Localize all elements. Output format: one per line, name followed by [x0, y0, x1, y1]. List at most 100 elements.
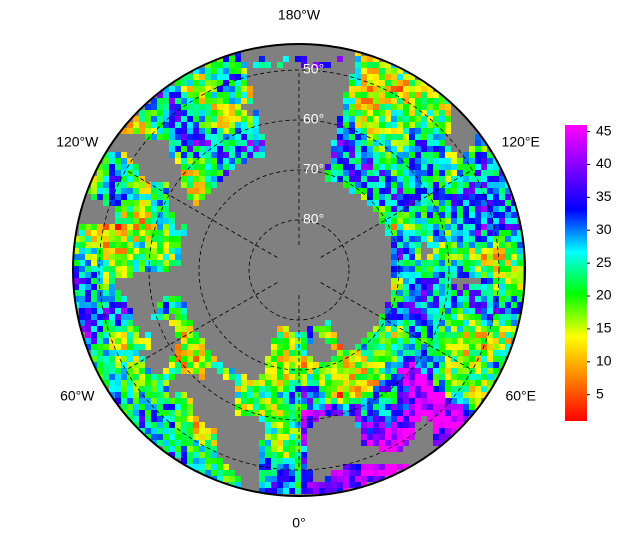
- pixel-cell: [139, 266, 145, 272]
- pixel-cell: [157, 404, 163, 410]
- pixel-cell: [511, 236, 517, 242]
- pixel-cell: [397, 122, 403, 128]
- pixel-cell: [325, 332, 331, 338]
- pixel-cell: [175, 320, 181, 326]
- pixel-cell: [85, 278, 91, 284]
- pixel-cell: [487, 194, 493, 200]
- pixel-cell: [229, 140, 235, 146]
- pixel-cell: [169, 428, 175, 434]
- pixel-cell: [409, 230, 415, 236]
- pixel-cell: [337, 170, 343, 176]
- pixel-cell: [463, 182, 469, 188]
- pixel-cell: [121, 218, 127, 224]
- pixel-cell: [223, 104, 229, 110]
- pixel-cell: [145, 338, 151, 344]
- pixel-cell: [385, 158, 391, 164]
- pixel-cell: [457, 422, 463, 428]
- pixel-cell: [133, 338, 139, 344]
- pixel-cell: [355, 422, 361, 428]
- pixel-cell: [481, 236, 487, 242]
- pixel-cell: [193, 440, 199, 446]
- pixel-cell: [331, 332, 337, 338]
- pixel-cell: [169, 236, 175, 242]
- parallel-label: 70°: [303, 161, 324, 177]
- pixel-cell: [349, 350, 355, 356]
- pixel-cell: [427, 320, 433, 326]
- pixel-cell: [211, 68, 217, 74]
- pixel-cell: [457, 296, 463, 302]
- pixel-cell: [445, 368, 451, 374]
- pixel-cell: [379, 74, 385, 80]
- pixel-cell: [139, 236, 145, 242]
- pixel-cell: [445, 320, 451, 326]
- pixel-cell: [199, 446, 205, 452]
- pixel-cell: [409, 134, 415, 140]
- pixel-cell: [385, 104, 391, 110]
- pixel-cell: [187, 80, 193, 86]
- pixel-cell: [283, 416, 289, 422]
- pixel-cell: [451, 320, 457, 326]
- pixel-cell: [361, 392, 367, 398]
- pixel-cell: [139, 338, 145, 344]
- pixel-cell: [133, 356, 139, 362]
- pixel-cell: [469, 158, 475, 164]
- pixel-cell: [73, 284, 79, 290]
- pixel-cell: [157, 386, 163, 392]
- pixel-cell: [301, 338, 307, 344]
- pixel-cell: [295, 416, 301, 422]
- pixel-cell: [457, 248, 463, 254]
- pixel-cell: [451, 164, 457, 170]
- pixel-cell: [403, 416, 409, 422]
- pixel-cell: [97, 224, 103, 230]
- pixel-cell: [373, 176, 379, 182]
- pixel-cell: [295, 434, 301, 440]
- pixel-cell: [451, 290, 457, 296]
- pixel-cell: [103, 182, 109, 188]
- pixel-cell: [331, 170, 337, 176]
- pixel-cell: [421, 356, 427, 362]
- pixel-cell: [463, 248, 469, 254]
- pixel-cell: [205, 440, 211, 446]
- pixel-cell: [403, 398, 409, 404]
- pixel-cell: [325, 488, 331, 494]
- pixel-cell: [469, 206, 475, 212]
- pixel-cell: [403, 200, 409, 206]
- pixel-cell: [175, 446, 181, 452]
- pixel-cell: [295, 440, 301, 446]
- pixel-cell: [439, 182, 445, 188]
- pixel-cell: [373, 398, 379, 404]
- pixel-cell: [253, 116, 259, 122]
- pixel-cell: [445, 428, 451, 434]
- pixel-cell: [457, 356, 463, 362]
- pixel-cell: [403, 254, 409, 260]
- pixel-cell: [481, 182, 487, 188]
- pixel-cell: [349, 404, 355, 410]
- pixel-cell: [427, 260, 433, 266]
- pixel-cell: [433, 158, 439, 164]
- pixel-cell: [187, 440, 193, 446]
- pixel-cell: [397, 326, 403, 332]
- pixel-cell: [421, 158, 427, 164]
- pixel-cell: [229, 470, 235, 476]
- pixel-cell: [355, 188, 361, 194]
- pixel-cell: [187, 320, 193, 326]
- pixel-cell: [373, 428, 379, 434]
- pixel-cell: [427, 134, 433, 140]
- pixel-cell: [493, 290, 499, 296]
- pixel-cell: [205, 134, 211, 140]
- pixel-cell: [163, 398, 169, 404]
- pixel-cell: [475, 218, 481, 224]
- pixel-cell: [133, 182, 139, 188]
- pixel-cell: [259, 386, 265, 392]
- pixel-cell: [475, 332, 481, 338]
- pixel-cell: [403, 194, 409, 200]
- pixel-cell: [169, 440, 175, 446]
- pixel-cell: [493, 194, 499, 200]
- pixel-cell: [175, 92, 181, 98]
- pixel-cell: [487, 164, 493, 170]
- pixel-cell: [181, 98, 187, 104]
- pixel-cell: [469, 392, 475, 398]
- pixel-cell: [475, 338, 481, 344]
- pixel-cell: [361, 116, 367, 122]
- pixel-cell: [217, 476, 223, 482]
